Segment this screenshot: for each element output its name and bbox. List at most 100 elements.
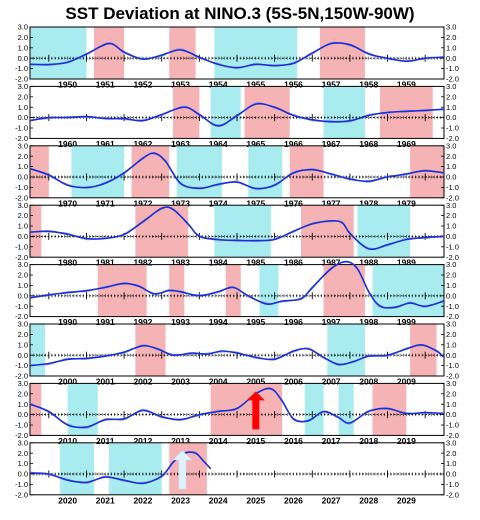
year-label: 2020 (58, 495, 77, 505)
year-label: 2008 (359, 377, 378, 387)
y-tick-label: 3.0 (18, 82, 28, 91)
year-label: 1961 (96, 139, 115, 149)
cold-period-band (323, 86, 365, 139)
year-label: 1969 (397, 139, 416, 149)
year-label: 2027 (322, 495, 341, 505)
cold-period-band (304, 383, 324, 436)
year-label: 1965 (246, 139, 265, 149)
warm-period-band (410, 324, 437, 376)
y-tick-label: -1.0 (446, 421, 459, 430)
annotation-arrow (246, 391, 265, 430)
year-label: 2019 (397, 436, 416, 446)
y-tick-label: -1.0 (446, 302, 459, 311)
year-label: 1968 (359, 139, 378, 149)
warm-period-band (323, 264, 365, 317)
running-mean-line (29, 260, 445, 309)
year-label: 1956 (284, 80, 303, 90)
y-tick-label: 1.0 (18, 459, 28, 468)
y-tick-label: -1.0 (15, 480, 28, 489)
year-label: 2015 (246, 436, 265, 446)
cold-period-band (248, 145, 283, 198)
year-label: 1985 (246, 258, 265, 268)
y-tick-label: 1.0 (18, 281, 28, 290)
cold-period-band (372, 264, 444, 317)
year-label: 1997 (322, 317, 341, 327)
year-label: 2026 (284, 495, 303, 505)
running-mean-line (29, 451, 212, 485)
year-label: 2024 (209, 495, 228, 505)
year-label: 2003 (171, 377, 190, 387)
year-label: 2014 (209, 436, 228, 446)
year-label: 1991 (96, 317, 115, 327)
annotation-arrow (172, 450, 193, 490)
year-label: 1962 (133, 139, 152, 149)
y-tick-label: -1.0 (15, 183, 28, 192)
y-tick-label: 3.0 (18, 201, 28, 210)
year-label: 1963 (171, 139, 190, 149)
year-label: 1960 (58, 139, 77, 149)
running-mean-line (29, 152, 445, 190)
year-label: 1987 (322, 258, 341, 268)
year-label: 2021 (96, 495, 115, 505)
cold-period-band (327, 324, 365, 376)
y-tick-label: 0.0 (446, 291, 456, 300)
y-tick-label: 2.0 (446, 33, 456, 42)
year-label: 1975 (246, 198, 265, 208)
y-tick-label: 0.0 (446, 232, 456, 241)
y-tick-label: 3.0 (446, 379, 456, 388)
year-label: 2005 (246, 377, 265, 387)
y-tick-label: -1.0 (446, 242, 459, 251)
y-tick-label: -1.0 (15, 302, 28, 311)
y-tick-label: 3.0 (446, 260, 456, 269)
y-tick-label: -1.0 (15, 124, 28, 133)
year-label: 2017 (322, 436, 341, 446)
y-tick-label: -2.0 (15, 312, 28, 321)
y-tick-label: 0.0 (446, 410, 456, 419)
cold-period-band (210, 86, 241, 139)
y-tick-label: -2.0 (446, 253, 459, 262)
y-tick-label: 2.0 (446, 152, 456, 161)
year-label: 1973 (171, 198, 190, 208)
panel-frame (29, 85, 445, 139)
cold-period-band (30, 27, 87, 79)
year-label: 1988 (359, 258, 378, 268)
year-label: 1995 (246, 317, 265, 327)
y-tick-label: 0.0 (446, 173, 456, 182)
year-label: 1993 (171, 317, 190, 327)
y-tick-label: 0.0 (18, 113, 28, 122)
y-tick-label: 1.0 (18, 162, 28, 171)
y-tick-label: -2.0 (446, 490, 459, 499)
y-tick-label: -2.0 (15, 372, 28, 381)
year-label: 1972 (133, 198, 152, 208)
y-tick-label: 0.0 (18, 470, 28, 479)
y-tick-label: -2.0 (446, 75, 459, 84)
year-label: 1981 (96, 258, 115, 268)
warm-period-band (225, 264, 241, 317)
year-label: 1994 (209, 317, 228, 327)
year-label: 1980 (58, 258, 77, 268)
y-tick-label: 3.0 (18, 260, 28, 269)
y-tick-label: 1.0 (446, 340, 456, 349)
cold-period-band (71, 145, 125, 198)
year-label: 1951 (96, 80, 115, 90)
y-tick-label: 1.0 (446, 43, 456, 52)
y-tick-label: -2.0 (15, 253, 28, 262)
year-label: 1957 (322, 80, 341, 90)
panel-frame (29, 442, 445, 496)
year-label: 1964 (209, 139, 228, 149)
y-tick-label: 3.0 (18, 141, 28, 150)
year-label: 1958 (359, 80, 378, 90)
cold-period-band (60, 442, 94, 495)
y-tick-label: 1.0 (446, 281, 456, 290)
year-label: 2009 (397, 377, 416, 387)
y-tick-label: 3.0 (446, 141, 456, 150)
y-tick-label: 0.0 (18, 351, 28, 360)
cold-period-band (357, 205, 411, 258)
year-label: 1999 (397, 317, 416, 327)
year-label: 1984 (209, 258, 228, 268)
y-tick-label: -2.0 (15, 431, 28, 440)
cold-period-band (214, 205, 271, 258)
y-tick-label: 2.0 (18, 271, 28, 280)
y-tick-label: 1.0 (18, 222, 28, 231)
